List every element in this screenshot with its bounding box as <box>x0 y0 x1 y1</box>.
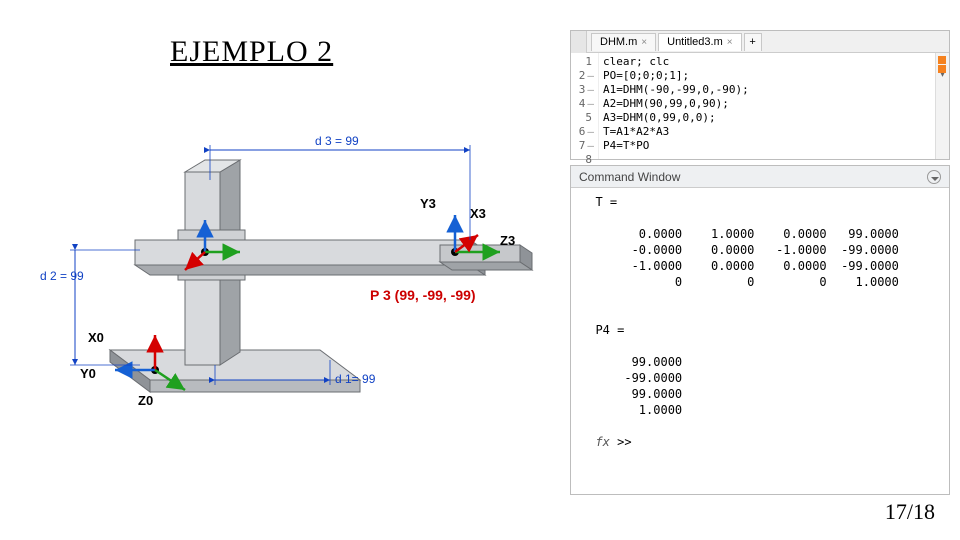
tab-untitled3[interactable]: Untitled3.m × <box>658 33 741 51</box>
command-window: Command Window T = 0.0000 1.0000 0.0000 … <box>570 165 950 495</box>
horizontal-arm <box>135 240 532 275</box>
page-number: 17/18 <box>885 499 935 525</box>
label-z3: Z3 <box>500 233 515 248</box>
editor-tabbar: DHM.m × Untitled3.m × + <box>571 31 949 53</box>
label-z0: Z0 <box>138 393 153 408</box>
tab-dhm[interactable]: DHM.m × <box>591 33 656 51</box>
label-x0: X0 <box>88 330 104 345</box>
dim-d3: d 3 = 99 <box>210 134 470 240</box>
tab-label: Untitled3.m <box>667 36 723 48</box>
command-window-title: Command Window <box>571 166 949 188</box>
robot-diagram: X0 Y0 Z0 Y3 X3 Z3 P 3 (99, -99, -99) d 3… <box>40 80 550 420</box>
tab-label: DHM.m <box>600 36 637 48</box>
slide-title: EJEMPLO 2 <box>170 35 333 69</box>
code-editor: DHM.m × Untitled3.m × + 1 2–3–4–5 6–7–8 cl… <box>570 30 950 160</box>
label-y3: Y3 <box>420 196 436 211</box>
svg-text:d 1= 99: d 1= 99 <box>335 372 376 386</box>
svg-text:d 2 = 99: d 2 = 99 <box>40 269 84 283</box>
svg-text:d 3 = 99: d 3 = 99 <box>315 134 359 148</box>
status-marker <box>938 56 946 64</box>
label-p3: P 3 (99, -99, -99) <box>370 287 476 303</box>
tab-add[interactable]: + <box>744 33 762 51</box>
dim-d2: d 2 = 99 <box>40 250 140 365</box>
dropdown-icon[interactable] <box>927 170 941 184</box>
close-icon[interactable]: × <box>641 37 647 48</box>
label-y0: Y0 <box>80 366 96 381</box>
command-output[interactable]: T = 0.0000 1.0000 0.0000 99.0000 -0.0000… <box>571 188 949 456</box>
code-status-bar <box>937 55 947 155</box>
editor-gutter-strip <box>571 31 587 53</box>
label-x3: X3 <box>470 206 486 221</box>
close-icon[interactable]: × <box>727 37 733 48</box>
command-title-text: Command Window <box>579 170 680 184</box>
line-gutter: 1 2–3–4–5 6–7–8 <box>571 53 599 159</box>
status-marker <box>938 65 946 73</box>
code-text[interactable]: clear; clc PO=[0;0;0;1]; A1=DHM(-90,-99,… <box>599 53 949 159</box>
